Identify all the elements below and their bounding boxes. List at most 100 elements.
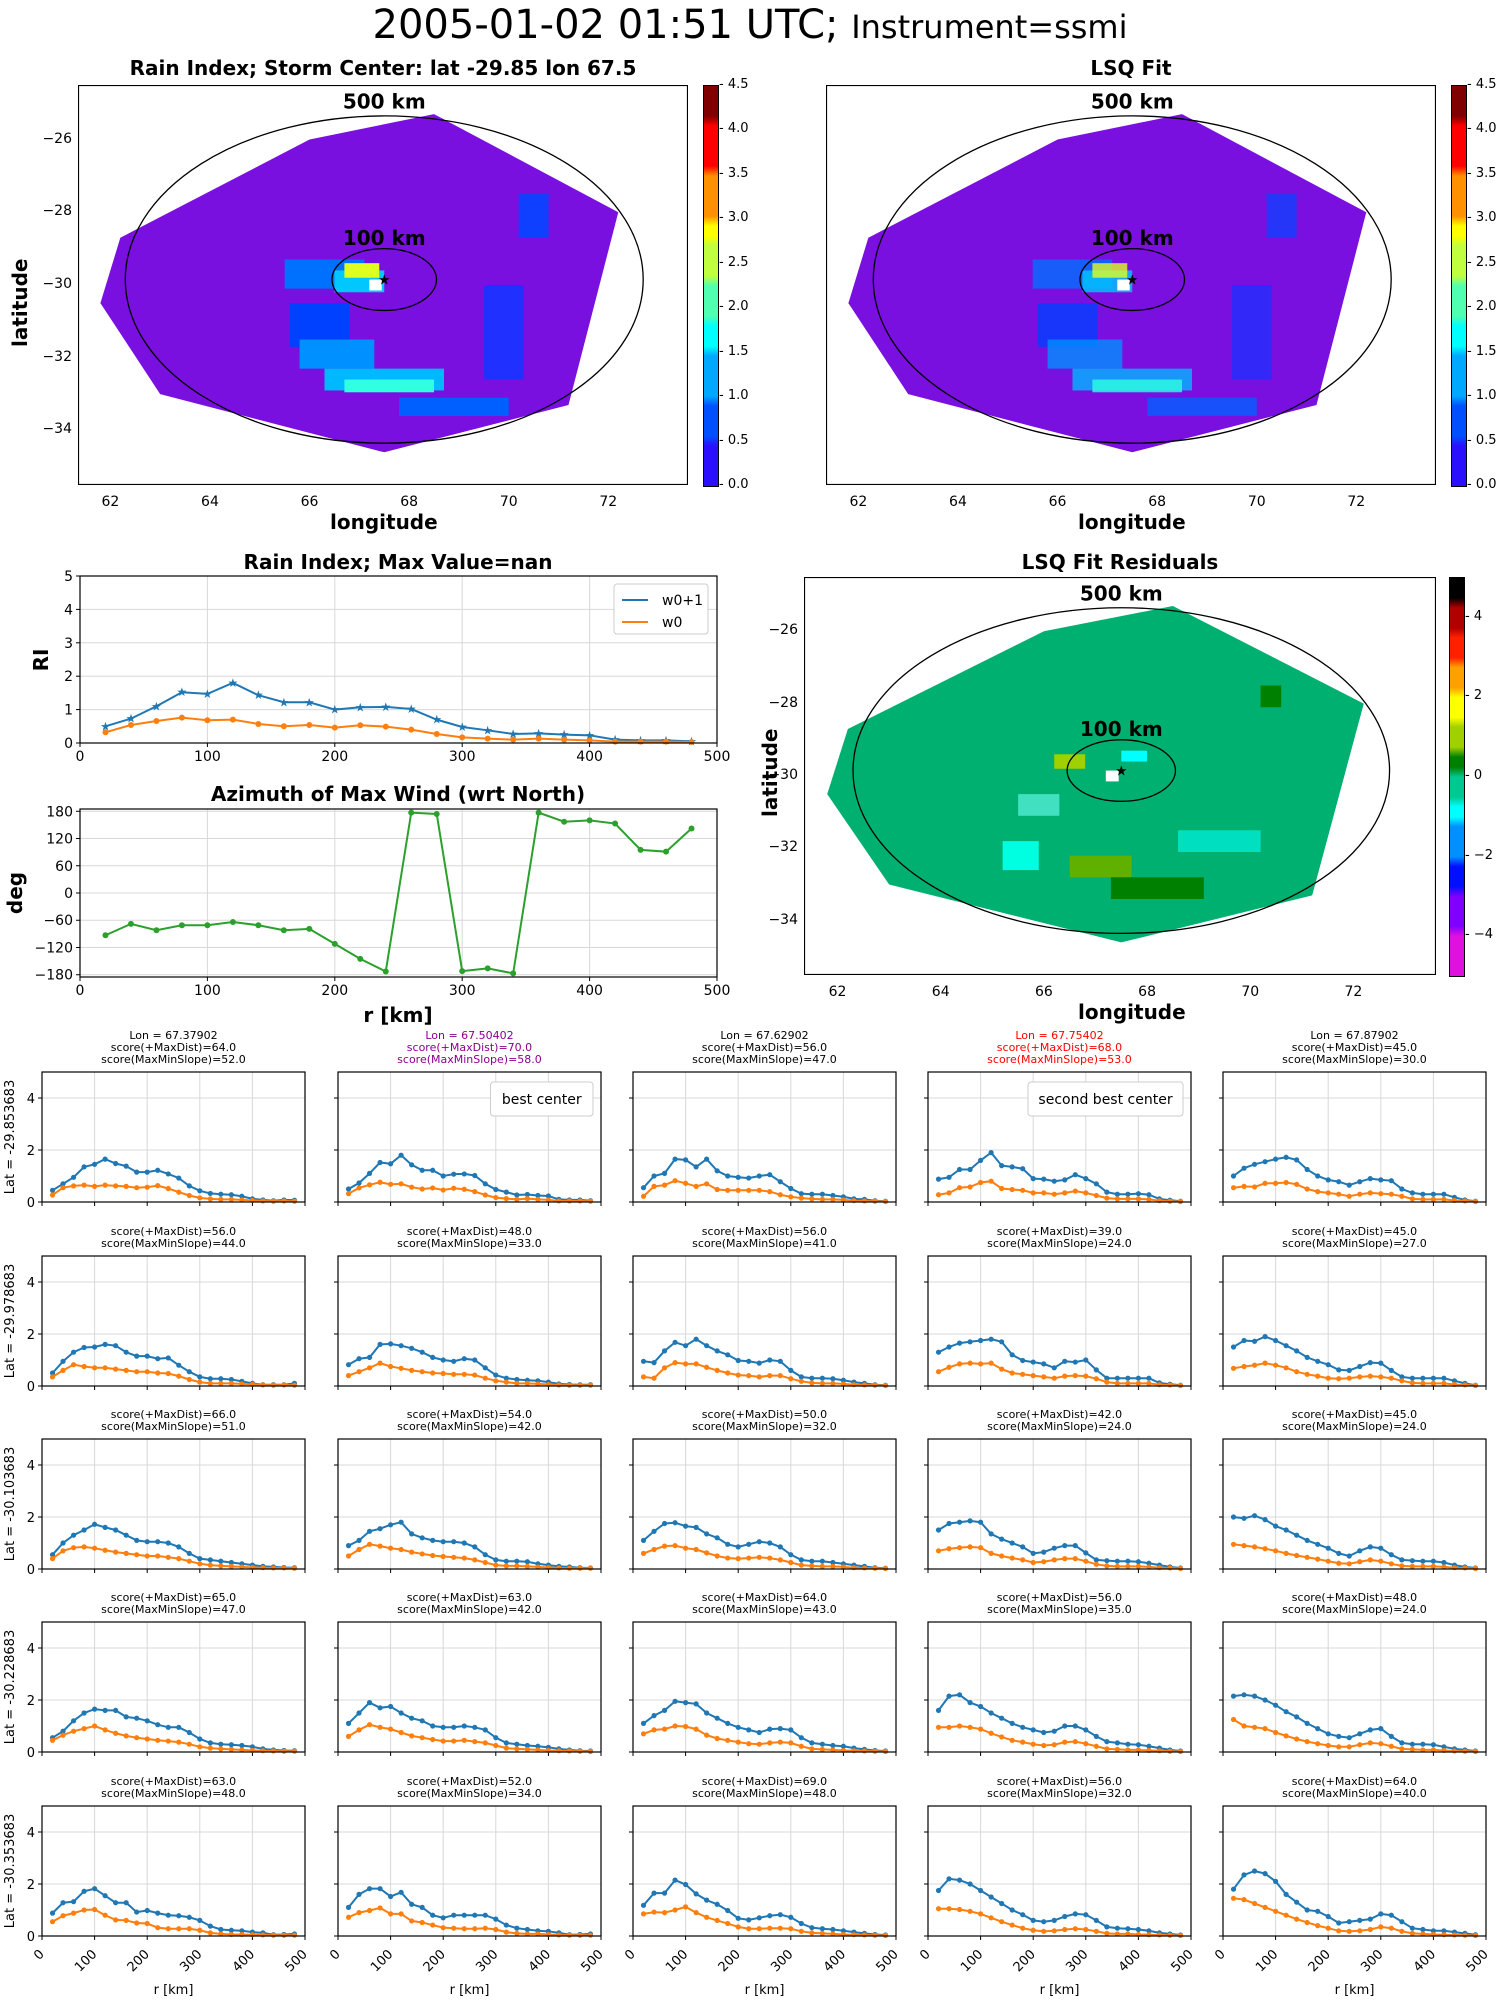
data-point bbox=[714, 1186, 720, 1193]
x-tick-label: 100 bbox=[194, 749, 221, 765]
data-point bbox=[524, 1380, 530, 1386]
data-point bbox=[788, 1727, 794, 1733]
data-point bbox=[113, 1707, 119, 1713]
data-point bbox=[218, 1380, 224, 1386]
data-point bbox=[366, 1182, 373, 1188]
data-point bbox=[1156, 1932, 1163, 1938]
data-point bbox=[809, 1740, 815, 1746]
map-lsq-fit-xlabel: longitude bbox=[1078, 510, 1186, 534]
data-point bbox=[398, 1519, 404, 1525]
data-point bbox=[714, 1715, 720, 1721]
data-point bbox=[430, 1736, 436, 1743]
data-point bbox=[777, 1726, 783, 1732]
data-point bbox=[777, 1912, 783, 1918]
data-point bbox=[366, 1700, 373, 1706]
data-point bbox=[1294, 1736, 1300, 1742]
map-lsq-fit: 500 km 100 km ★ bbox=[825, 84, 1437, 486]
data-point bbox=[1083, 1176, 1089, 1182]
profile-cell-title: score(+MaxDist)=52.0 score(MaxMinSlope)=3… bbox=[338, 1776, 601, 1800]
data-point bbox=[123, 1349, 129, 1355]
data-point-star: ★ bbox=[177, 685, 188, 699]
data-point bbox=[1135, 1196, 1141, 1202]
data-point bbox=[1146, 1743, 1152, 1749]
colorbar-tick-label: - 1.0 bbox=[1467, 388, 1497, 404]
data-point bbox=[651, 1890, 657, 1896]
data-point bbox=[281, 1932, 287, 1938]
data-point bbox=[746, 1373, 752, 1379]
data-point bbox=[176, 1373, 182, 1379]
data-point bbox=[767, 1726, 773, 1732]
x-tick-label: 100 bbox=[1253, 1947, 1281, 1975]
data-point bbox=[756, 1554, 762, 1560]
data-point bbox=[524, 1196, 530, 1202]
plot-frame bbox=[41, 1255, 306, 1387]
data-point bbox=[1241, 1337, 1247, 1344]
figure-title: 2005-01-02 01:51 UTC; Instrument=ssmi bbox=[0, 2, 1500, 48]
data-point bbox=[683, 1523, 689, 1529]
y-tick-label: 0 bbox=[64, 886, 73, 902]
data-point bbox=[1251, 1724, 1258, 1730]
data-point bbox=[1062, 1190, 1068, 1196]
profile-cell-title: score(+MaxDist)=64.0 score(MaxMinSlope)=4… bbox=[1223, 1776, 1486, 1800]
data-point bbox=[819, 1191, 825, 1197]
data-point bbox=[1430, 1742, 1436, 1748]
profile-cell-title-line: score(+MaxDist)=56.0 bbox=[996, 1775, 1123, 1788]
data-point bbox=[1273, 1878, 1279, 1884]
data-point bbox=[819, 1930, 825, 1936]
data-point bbox=[81, 1888, 87, 1894]
profile-cell bbox=[888, 1435, 1211, 1645]
data-point bbox=[1093, 1561, 1099, 1567]
x-tick-label: 400 bbox=[821, 1947, 849, 1975]
profile-cell bbox=[593, 1252, 916, 1462]
data-point bbox=[1304, 1739, 1310, 1745]
rain-cell bbox=[1002, 841, 1039, 871]
data-point bbox=[637, 846, 644, 853]
data-point bbox=[725, 1555, 731, 1561]
data-point bbox=[661, 1365, 668, 1371]
data-point bbox=[461, 1356, 467, 1362]
data-point bbox=[725, 1920, 731, 1927]
data-point bbox=[535, 1564, 541, 1570]
data-point bbox=[123, 1532, 129, 1538]
data-point bbox=[1378, 1177, 1384, 1183]
ri-chart: 0 100 200 300 400 500 0 1 2 3 4 5 ★ ★ ★ ★ ★ ★ ★ ★ ★ ★ ★ ★ ★ ★ ★ ★ ★ ★… bbox=[0, 569, 740, 770]
data-point bbox=[1325, 1375, 1331, 1381]
x-tick-label: 0 bbox=[917, 1947, 933, 1963]
data-point bbox=[461, 1723, 467, 1729]
data-point bbox=[967, 1700, 973, 1706]
data-point bbox=[440, 1370, 446, 1377]
data-point bbox=[430, 1922, 436, 1928]
data-point bbox=[409, 1184, 415, 1190]
data-point bbox=[49, 1919, 56, 1925]
data-point bbox=[561, 736, 568, 743]
x-tick-label: 100 bbox=[958, 1947, 986, 1975]
data-point bbox=[382, 968, 389, 975]
profile-cell-title-line: score(+MaxDist)=45.0 bbox=[1291, 1225, 1418, 1238]
data-point bbox=[1283, 1179, 1289, 1186]
data-point bbox=[735, 1372, 741, 1378]
data-point bbox=[113, 1900, 119, 1906]
rain-cell bbox=[344, 379, 435, 393]
data-point bbox=[693, 1891, 699, 1897]
data-point bbox=[1146, 1196, 1152, 1202]
profile-cell-title-line: score(MaxMinSlope)=41.0 bbox=[692, 1237, 837, 1250]
data-point-star: ★ bbox=[482, 723, 493, 737]
data-point-star: ★ bbox=[508, 727, 519, 741]
data-point bbox=[1357, 1374, 1363, 1380]
data-point bbox=[377, 1159, 383, 1166]
data-point bbox=[1273, 1702, 1279, 1708]
data-point bbox=[840, 1381, 846, 1387]
data-point bbox=[1062, 1556, 1068, 1562]
data-point bbox=[472, 1724, 478, 1730]
data-point bbox=[714, 1367, 720, 1373]
data-point bbox=[1093, 1376, 1099, 1382]
data-point bbox=[218, 1741, 224, 1747]
series-line-w0 bbox=[51, 1363, 295, 1387]
data-point bbox=[113, 1160, 119, 1167]
data-point bbox=[777, 1179, 783, 1185]
profile-cell-plot bbox=[629, 1621, 897, 1756]
data-point bbox=[1294, 1532, 1300, 1538]
data-point bbox=[70, 1362, 77, 1368]
